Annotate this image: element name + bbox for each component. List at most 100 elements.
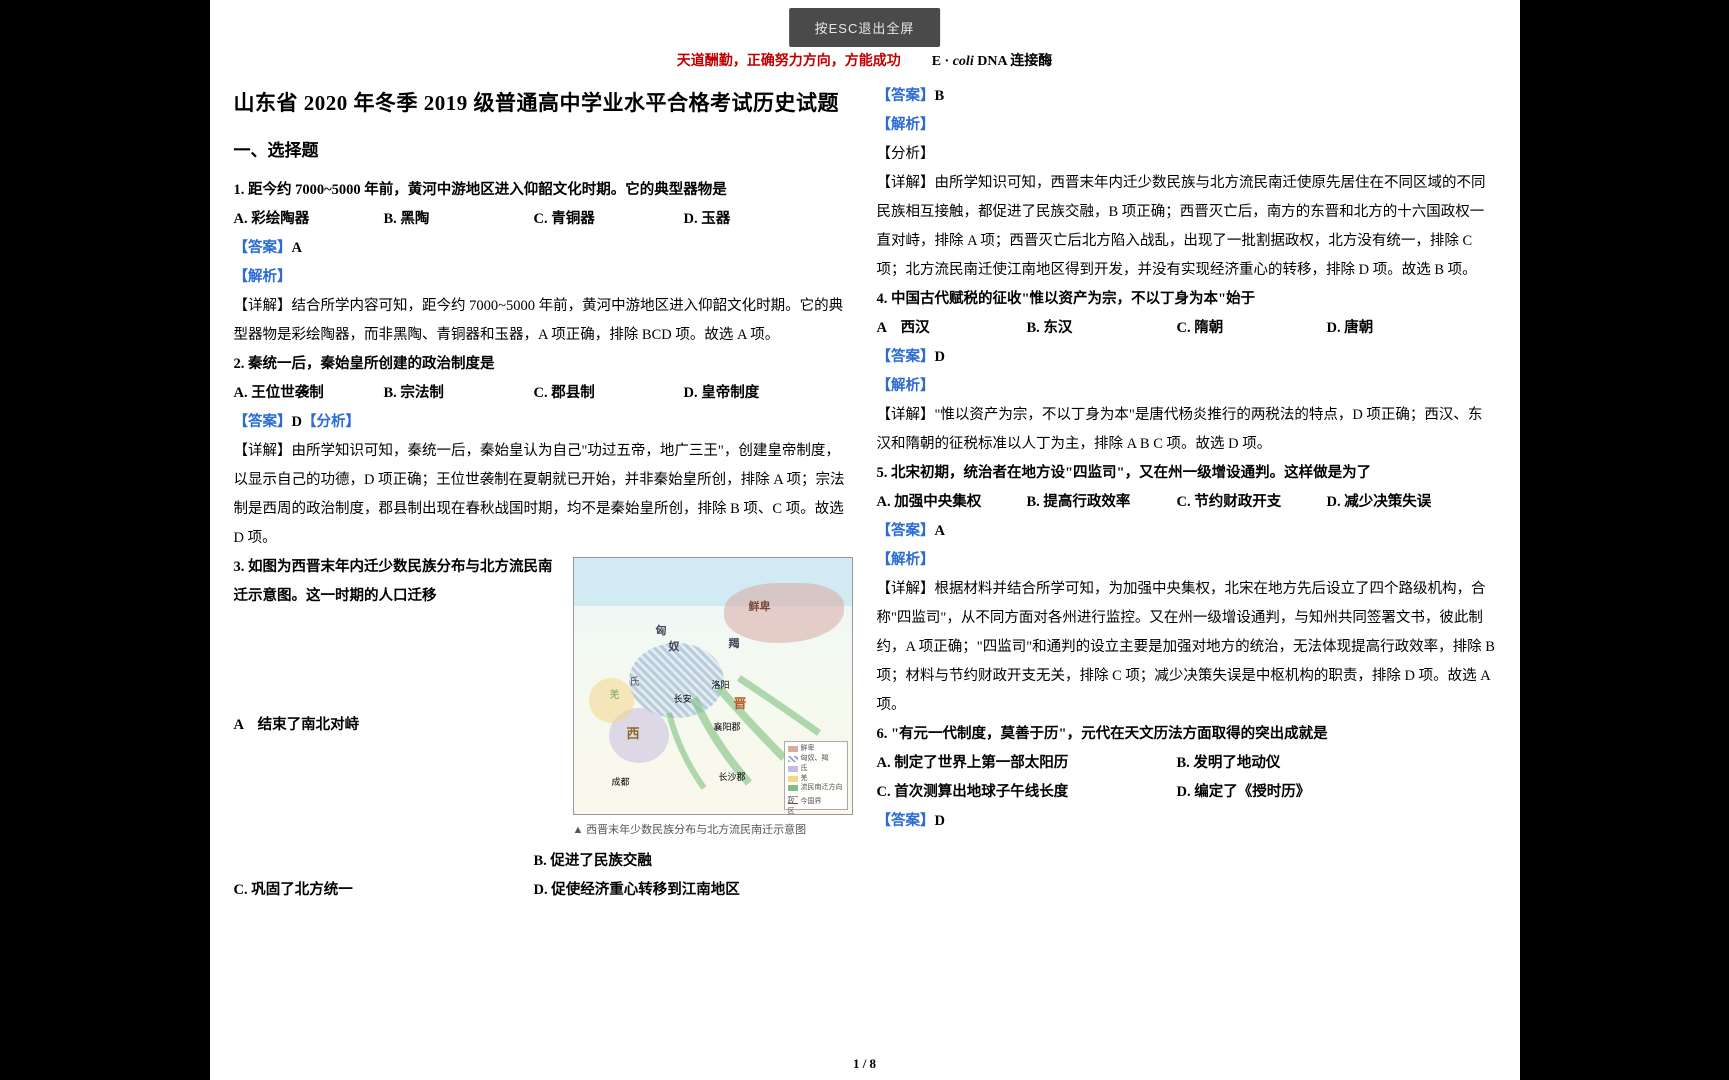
map-label: 羌 bbox=[610, 686, 620, 706]
q5-answer-val: A bbox=[935, 523, 945, 539]
map-caption: ▲ 西晋末年少数民族分布与北方流民南迁示意图 bbox=[573, 819, 853, 841]
q4-answer: 【答案】D bbox=[877, 343, 1496, 372]
page-number: 1 / 8 bbox=[853, 1056, 876, 1072]
q2-opt-c: C. 郡县制 bbox=[534, 379, 684, 408]
q4-explain: 【详解】"惟以资产为宗，不以丁身为本"是唐代杨炎推行的两税法的特点，D 项正确；… bbox=[877, 401, 1496, 459]
q4-opt-a: A 西汉 bbox=[877, 314, 1027, 343]
map-label: 长安 bbox=[674, 690, 692, 708]
answer-label: 【答案】 bbox=[877, 813, 935, 829]
q1-opt-c: C. 青铜器 bbox=[534, 205, 684, 234]
legend-item: 今国界 bbox=[801, 797, 822, 807]
q3-opts-bd: B. 促进了民族交融 bbox=[234, 847, 853, 876]
q5-opt-b: B. 提高行政效率 bbox=[1027, 488, 1177, 517]
map-label: 匈 bbox=[656, 620, 667, 642]
q6-answer-val: D bbox=[935, 813, 945, 829]
header-motto: 天道酬勤，正确努力方向，方能成功 bbox=[677, 54, 901, 69]
answer-label: 【答案】 bbox=[877, 349, 935, 365]
q5-stem: 5. 北宋初期，统治者在地方设"四监司"，又在州一级增设通判。这样做是为了 bbox=[877, 459, 1496, 488]
answer-label: 【答案】 bbox=[234, 414, 292, 430]
q3-fen-label: 【分析】 bbox=[877, 140, 1496, 169]
q1-options: A. 彩绘陶器 B. 黑陶 C. 青铜器 D. 玉器 bbox=[234, 205, 853, 234]
q3-answer: 【答案】B bbox=[877, 82, 1496, 111]
map-label: 奴 bbox=[669, 636, 680, 658]
q2-stem: 2. 秦统一后，秦始皇所创建的政治制度是 bbox=[234, 350, 853, 379]
answer-label: 【答案】 bbox=[877, 523, 935, 539]
q1-answer: 【答案】A bbox=[234, 234, 853, 263]
map-label: 长沙郡 bbox=[719, 768, 746, 786]
map-label: 洛阳 bbox=[712, 676, 730, 694]
q6-opt-a: A. 制定了世界上第一部太阳历 bbox=[877, 749, 1177, 778]
content-columns: 山东省 2020 年冬季 2019 级普通高中学业水平合格考试历史试题 一、选择… bbox=[234, 82, 1496, 905]
q5-opt-c: C. 节约财政开支 bbox=[1177, 488, 1327, 517]
legend-item: 匈奴、羯 bbox=[801, 754, 829, 764]
q2-opt-d: D. 皇帝制度 bbox=[684, 379, 834, 408]
q4-answer-val: D bbox=[935, 349, 945, 365]
legend-item: 氐 bbox=[801, 764, 808, 774]
q1-answer-val: A bbox=[292, 240, 302, 256]
map-label: 晋 bbox=[734, 691, 747, 717]
q3-explain: 【详解】由所学知识可知，西晋末年内迁少数民族与北方流民南迁使原先居住在不同区域的… bbox=[877, 169, 1496, 285]
legend-item: 羌 bbox=[801, 774, 808, 784]
q1-stem: 1. 距今约 7000~5000 年前，黄河中游地区进入仰韶文化时期。它的典型器… bbox=[234, 176, 853, 205]
answer-label: 【答案】 bbox=[877, 88, 935, 104]
esc-exit-notice: 按ESC退出全屏 bbox=[789, 8, 941, 47]
map-label: 成都 bbox=[612, 773, 630, 791]
q6-answer: 【答案】D bbox=[877, 807, 1496, 836]
map-image: 鲜卑 匈 奴 羯 西 晋 洛阳 长安 襄阳郡 长沙郡 羌 氐 成都 bbox=[573, 557, 853, 815]
map-label: 西 bbox=[627, 721, 640, 747]
q5-options: A. 加强中央集权 B. 提高行政效率 C. 节约财政开支 D. 减少决策失误 bbox=[877, 488, 1496, 517]
q4-stem: 4. 中国古代赋税的征收"惟以资产为宗，不以丁身为本"始于 bbox=[877, 285, 1496, 314]
q2-answer-val: D bbox=[292, 414, 302, 430]
header-right-prefix: E · bbox=[932, 54, 953, 69]
section-heading: 一、选择题 bbox=[234, 134, 853, 168]
q3-block: 鲜卑 匈 奴 羯 西 晋 洛阳 长安 襄阳郡 长沙郡 羌 氐 成都 bbox=[234, 553, 853, 905]
document-page: 天道酬勤，正确努力方向，方能成功 E · coli DNA 连接酶 山东省 20… bbox=[210, 0, 1520, 1080]
q4-opt-c: C. 隋朝 bbox=[1177, 314, 1327, 343]
map-label: 鲜卑 bbox=[749, 596, 771, 618]
q6-opt-d: D. 编定了《授时历》 bbox=[1177, 778, 1327, 807]
q4-opt-b: B. 东汉 bbox=[1027, 314, 1177, 343]
q6-opt-b: B. 发明了地动仪 bbox=[1177, 749, 1327, 778]
header-right-suffix: DNA 连接酶 bbox=[974, 54, 1053, 69]
q2-options: A. 王位世袭制 B. 宗法制 C. 郡县制 D. 皇帝制度 bbox=[234, 379, 853, 408]
q6-opt-c: C. 首次测算出地球子午线长度 bbox=[877, 778, 1177, 807]
q3-opt-b: B. 促进了民族交融 bbox=[534, 847, 794, 876]
q1-opt-d: D. 玉器 bbox=[684, 205, 834, 234]
exam-title: 山东省 2020 年冬季 2019 级普通高中学业水平合格考试历史试题 bbox=[234, 82, 853, 124]
q3-opt-c: C. 巩固了北方统一 bbox=[234, 876, 534, 905]
q6-options-cd: C. 首次测算出地球子午线长度 D. 编定了《授时历》 bbox=[877, 778, 1496, 807]
q6-options-ab: A. 制定了世界上第一部太阳历 B. 发明了地动仪 bbox=[877, 749, 1496, 778]
header-right-italic: coli bbox=[953, 54, 974, 69]
q5-explain: 【详解】根据材料并结合所学可知，为加强中央集权，北宋在地方先后设立了四个路级机构… bbox=[877, 575, 1496, 720]
q1-analysis-label: 【解析】 bbox=[234, 263, 853, 292]
right-column: 【答案】B 【解析】 【分析】 【详解】由所学知识可知，西晋末年内迁少数民族与北… bbox=[877, 82, 1496, 905]
legend-item: 鲜卑 bbox=[801, 744, 815, 754]
q5-answer: 【答案】A bbox=[877, 517, 1496, 546]
map-label: 襄阳郡 bbox=[714, 718, 741, 736]
q4-analysis-label: 【解析】 bbox=[877, 372, 1496, 401]
map-legend: 鲜卑 匈奴、羯 氐 羌 流民南迁方向 政区界线 今国界 bbox=[784, 741, 848, 810]
q1-explain: 【详解】结合所学内容可知，距今约 7000~5000 年前，黄河中游地区进入仰韶… bbox=[234, 292, 853, 350]
q2-explain: 【详解】由所学知识可知，秦统一后，秦始皇认为自己"功过五帝，地广三王"，创建皇帝… bbox=[234, 437, 853, 553]
q3-opts-cd: C. 巩固了北方统一 D. 促使经济重心转移到江南地区 bbox=[234, 876, 853, 905]
left-column: 山东省 2020 年冬季 2019 级普通高中学业水平合格考试历史试题 一、选择… bbox=[234, 82, 853, 905]
page-header: 天道酬勤，正确努力方向，方能成功 E · coli DNA 连接酶 bbox=[234, 50, 1496, 70]
q5-opt-d: D. 减少决策失误 bbox=[1327, 488, 1477, 517]
q2-opt-b: B. 宗法制 bbox=[384, 379, 534, 408]
q3-analysis-label: 【解析】 bbox=[877, 111, 1496, 140]
legend-item: 流民南迁方向 bbox=[801, 783, 843, 793]
map-label: 羯 bbox=[729, 633, 740, 655]
q2-opt-a: A. 王位世袭制 bbox=[234, 379, 384, 408]
map-label: 氐 bbox=[630, 673, 640, 693]
fen-label: 【分析】 bbox=[302, 414, 360, 430]
q4-opt-d: D. 唐朝 bbox=[1327, 314, 1477, 343]
q5-analysis-label: 【解析】 bbox=[877, 546, 1496, 575]
q5-opt-a: A. 加强中央集权 bbox=[877, 488, 1027, 517]
legend-item: 政区界线 bbox=[788, 797, 795, 815]
q1-opt-b: B. 黑陶 bbox=[384, 205, 534, 234]
q3-opt-d: D. 促使经济重心转移到江南地区 bbox=[534, 876, 794, 905]
answer-label: 【答案】 bbox=[234, 240, 292, 256]
q2-answer: 【答案】D【分析】 bbox=[234, 408, 853, 437]
q3-answer-val: B bbox=[935, 88, 945, 104]
q1-opt-a: A. 彩绘陶器 bbox=[234, 205, 384, 234]
